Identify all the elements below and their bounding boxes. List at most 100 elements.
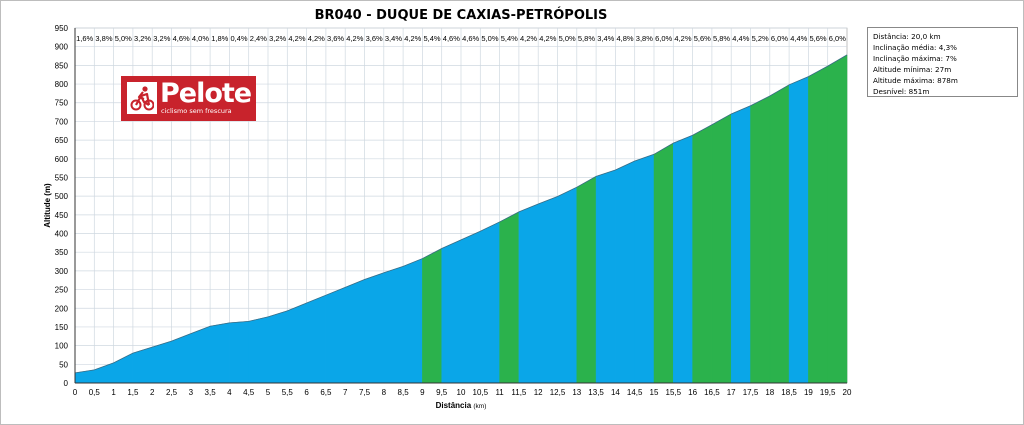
y-axis-label: Altitude (m) <box>43 183 52 228</box>
x-tick-label: 17 <box>727 388 736 397</box>
slope-label: 3,4% <box>597 34 614 43</box>
y-tick-label: 50 <box>59 360 68 369</box>
logo-brand: Pelote <box>160 78 252 109</box>
y-tick-label: 300 <box>55 267 69 276</box>
stat-min-altitude: Altitude mínima: 27m <box>873 65 952 74</box>
slope-label: 3,6% <box>327 34 344 43</box>
x-tick-label: 12 <box>534 388 543 397</box>
profile-segment <box>151 340 172 384</box>
x-tick-label: 9 <box>420 388 425 397</box>
profile-segment <box>750 95 771 384</box>
slope-label: 5,6% <box>694 34 711 43</box>
slope-label: 2,4% <box>250 34 267 43</box>
pelote-logo: Pelote ciclismo sem frescura <box>121 76 256 121</box>
y-tick-label: 950 <box>55 24 69 33</box>
x-tick-label: 10 <box>457 388 466 397</box>
y-tick-label: 250 <box>55 286 69 295</box>
y-tick-label: 600 <box>55 155 69 164</box>
slope-label: 5,0% <box>559 34 576 43</box>
x-tick-label: 13,5 <box>588 388 604 397</box>
profile-segment <box>808 65 828 384</box>
x-tick-label: 0 <box>73 388 78 397</box>
x-tick-label: 19 <box>804 388 813 397</box>
profile-segment <box>769 84 790 384</box>
slope-label: 3,8% <box>95 34 112 43</box>
profile-segment <box>673 134 693 384</box>
profile-segment <box>692 124 713 384</box>
y-tick-label: 450 <box>55 211 69 220</box>
slope-label: 4,2% <box>674 34 691 43</box>
profile-segment <box>383 266 404 384</box>
slope-label: 4,6% <box>173 34 190 43</box>
slope-label: 4,6% <box>462 34 479 43</box>
x-tick-label: 11 <box>495 388 504 397</box>
x-tick-label: 15 <box>650 388 659 397</box>
profile-segment <box>576 175 597 384</box>
slope-label: 4,6% <box>443 34 460 43</box>
x-tick-label: 8,5 <box>398 388 410 397</box>
profile-segment <box>364 272 385 384</box>
x-tick-label: 18,5 <box>781 388 797 397</box>
y-tick-label: 350 <box>55 248 69 257</box>
logo-tagline: ciclismo sem frescura <box>161 107 232 115</box>
x-tick-label: 9,5 <box>436 388 448 397</box>
slope-label: 1,6% <box>76 34 93 43</box>
profile-segment <box>827 54 848 384</box>
x-tick-label: 0,5 <box>89 388 101 397</box>
slope-label: 3,8% <box>636 34 653 43</box>
slope-label: 6,0% <box>655 34 672 43</box>
slope-label: 0,4% <box>230 34 247 43</box>
profile-segment <box>402 258 423 384</box>
x-tick-label: 14,5 <box>627 388 643 397</box>
y-tick-label: 700 <box>55 117 69 126</box>
y-tick-label: 550 <box>55 173 69 182</box>
x-tick-label: 3 <box>189 388 194 397</box>
slope-label: 5,0% <box>481 34 498 43</box>
x-tick-label: 18 <box>765 388 774 397</box>
slope-label: 4,2% <box>346 34 363 43</box>
slope-label: 4,0% <box>192 34 209 43</box>
x-tick-label: 16,5 <box>704 388 720 397</box>
x-tick-label: 11,5 <box>511 388 527 397</box>
y-tick-label: 650 <box>55 136 69 145</box>
y-tick-label: 500 <box>55 192 69 201</box>
profile-segment <box>711 113 732 384</box>
profile-segment <box>267 310 288 384</box>
x-tick-label: 7,5 <box>359 388 371 397</box>
slope-label: 4,2% <box>288 34 305 43</box>
slope-label: 5,4% <box>501 34 518 43</box>
slope-label: 4,8% <box>616 34 633 43</box>
profile-segment <box>422 248 442 384</box>
profile-segment <box>171 333 192 384</box>
slope-label: 3,2% <box>134 34 151 43</box>
profile-segment <box>190 325 211 384</box>
x-tick-label: 5,5 <box>282 388 294 397</box>
slope-label: 6,0% <box>771 34 788 43</box>
slope-label: 4,4% <box>790 34 807 43</box>
stat-max-altitude: Altitude máxima: 878m <box>873 76 958 85</box>
profile-segment <box>480 221 500 384</box>
stat-distance: Distância: 20,0 km <box>873 32 941 41</box>
slope-label: 3,4% <box>385 34 402 43</box>
slope-label: 4,2% <box>520 34 537 43</box>
profile-segment <box>634 153 655 384</box>
x-axis-label-main: Distância <box>436 401 474 410</box>
profile-segment <box>209 322 230 384</box>
profile-segment <box>557 186 578 384</box>
x-tick-label: 12,5 <box>550 388 566 397</box>
stats-box: Distância: 20,0 km Inclinação média: 4,3… <box>867 27 1018 97</box>
profile-segment <box>306 294 327 384</box>
profile-segment <box>460 230 481 384</box>
x-tick-label: 16 <box>688 388 697 397</box>
stat-elevation-gain: Desnível: 851m <box>873 87 930 96</box>
profile-line <box>74 54 848 374</box>
profile-segment <box>229 321 249 384</box>
slope-label: 6,0% <box>829 34 846 43</box>
x-tick-label: 7 <box>343 388 348 397</box>
y-tick-label: 400 <box>55 230 69 239</box>
x-tick-label: 6 <box>304 388 309 397</box>
x-tick-label: 20 <box>843 388 852 397</box>
profile-segment <box>499 211 520 384</box>
x-tick-label: 19,5 <box>820 388 836 397</box>
